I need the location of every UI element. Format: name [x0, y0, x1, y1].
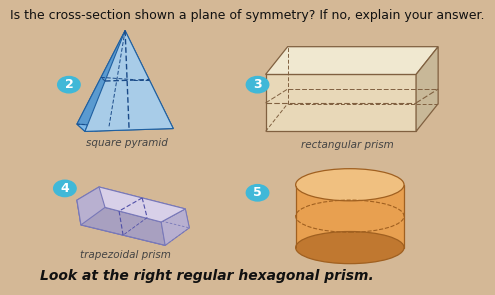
Ellipse shape [296, 232, 404, 264]
Polygon shape [85, 31, 173, 132]
Text: 5: 5 [253, 186, 262, 199]
Polygon shape [77, 124, 173, 132]
Circle shape [53, 180, 76, 196]
Bar [296, 185, 404, 248]
Text: trapezoidal prism: trapezoidal prism [80, 250, 170, 260]
Text: 3: 3 [253, 78, 262, 91]
Polygon shape [265, 47, 438, 74]
Circle shape [247, 76, 269, 93]
Polygon shape [416, 47, 438, 132]
Text: square pyramid: square pyramid [86, 137, 168, 148]
Polygon shape [265, 74, 416, 132]
Polygon shape [77, 187, 105, 225]
Polygon shape [161, 209, 189, 245]
Polygon shape [77, 187, 185, 222]
Polygon shape [77, 31, 141, 129]
Text: Look at the right regular hexagonal prism.: Look at the right regular hexagonal pris… [41, 269, 374, 283]
Polygon shape [125, 31, 173, 129]
Text: cylinder: cylinder [329, 250, 371, 260]
Polygon shape [77, 31, 125, 132]
Ellipse shape [296, 169, 404, 201]
Text: 4: 4 [60, 182, 69, 195]
Polygon shape [77, 200, 165, 245]
Text: rectangular prism: rectangular prism [301, 140, 394, 150]
Polygon shape [77, 200, 165, 245]
Circle shape [247, 185, 269, 201]
Text: 2: 2 [64, 78, 73, 91]
Text: Is the cross-section shown a plane of symmetry? If no, explain your answer.: Is the cross-section shown a plane of sy… [10, 9, 485, 22]
Circle shape [57, 76, 80, 93]
Polygon shape [99, 187, 189, 228]
